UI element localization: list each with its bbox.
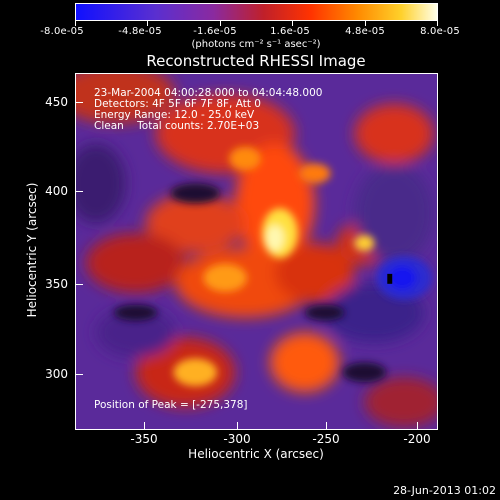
colorbar-label: -1.6e-05 — [193, 26, 237, 37]
x-tick — [326, 422, 327, 430]
method-counts: Clean Total counts: 2.70E+03 — [94, 120, 260, 132]
y-tick — [75, 374, 83, 375]
colorbar-tick — [147, 21, 148, 26]
y-tick-label: 300 — [45, 367, 68, 381]
detectors-info: Detectors: 4F 5F 6F 7F 8F, Att 0 — [94, 98, 261, 110]
colorbar-tick — [220, 21, 221, 26]
colorbar-tick — [437, 21, 438, 26]
colorbar-tick — [292, 21, 293, 26]
colorbar-label: 8.0e-05 — [420, 26, 460, 37]
time-range: 23-Mar-2004 04:00:28.000 to 04:04:48.000 — [94, 87, 323, 99]
timestamp: 28-Jun-2013 01:02 — [393, 484, 496, 497]
x-tick-label: -350 — [130, 432, 158, 446]
x-tick — [417, 422, 418, 430]
x-tick — [144, 422, 145, 430]
peak-position: Position of Peak = [-275,378] — [94, 399, 248, 411]
y-tick — [75, 191, 83, 192]
x-tick — [237, 422, 238, 430]
colorbar-label: -4.8e-05 — [118, 26, 162, 37]
colorbar-label: -8.0e-05 — [40, 26, 84, 37]
x-tick-label: -250 — [312, 432, 340, 446]
image-plot-area: 23-Mar-2004 04:00:28.000 to 04:04:48.000… — [75, 73, 438, 430]
plot-title: Reconstructed RHESSI Image — [146, 52, 366, 70]
energy-range: Energy Range: 12.0 - 25.0 keV — [94, 109, 255, 121]
colorbar-label: 1.6e-05 — [270, 26, 310, 37]
y-tick-label: 400 — [45, 184, 68, 198]
y-tick-label: 450 — [45, 95, 68, 109]
colorbar-tick — [75, 21, 76, 26]
y-axis-title: Heliocentric Y (arcsec) — [25, 182, 39, 318]
colorbar-label: 4.8e-05 — [345, 26, 385, 37]
x-tick-label: -300 — [223, 432, 251, 446]
x-axis-title: Heliocentric X (arcsec) — [188, 447, 324, 461]
x-tick-label: -200 — [403, 432, 431, 446]
flux-map — [76, 74, 437, 429]
y-tick — [75, 102, 83, 103]
colorbar-units: (photons cm⁻² s⁻¹ asec⁻²) — [191, 39, 321, 50]
y-tick-label: 350 — [45, 277, 68, 291]
y-tick — [75, 284, 83, 285]
colorbar — [75, 3, 438, 21]
colorbar-tick — [365, 21, 366, 26]
